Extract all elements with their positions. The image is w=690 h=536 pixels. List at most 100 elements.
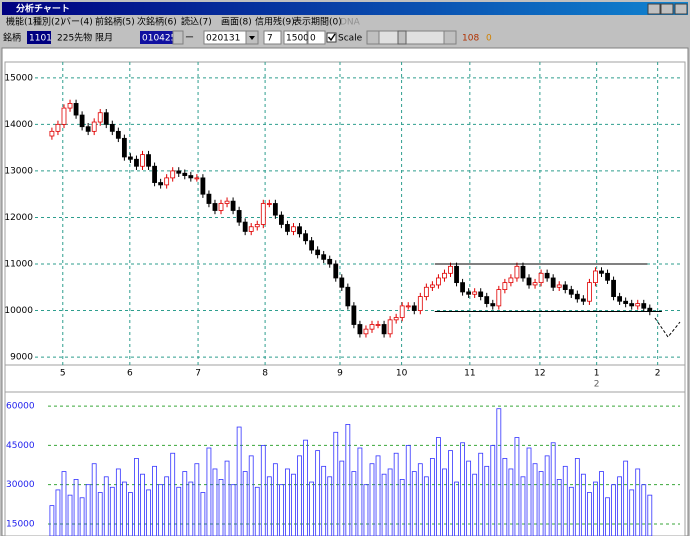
field1-box[interactable] [263,30,282,45]
candle-body [248,226,254,232]
candle-body [514,265,520,279]
menu-item[interactable]: 種別(2) [33,17,64,28]
candle-body [303,233,308,242]
from-field[interactable] [140,31,173,44]
slider[interactable] [366,30,457,45]
x-tick-label: 6 [127,369,133,379]
candle-body [611,279,616,297]
close-button[interactable] [674,3,688,15]
candle-body [460,282,465,293]
scale-checkbox[interactable] [326,32,337,43]
menu-item[interactable]: 信用残(9) [255,16,295,28]
menu-item[interactable]: 表示期間(0) [293,16,342,28]
candle-body [490,303,496,307]
volume-bar [182,471,188,536]
field3-box[interactable] [307,30,326,45]
x-tick-label: 2 [655,369,661,379]
slider-thumb[interactable] [397,30,407,45]
volume-bar [544,455,550,536]
candle-body [580,298,586,302]
volume-bar [623,460,629,536]
volume-bar [152,465,157,536]
window-title: 分析チャート [16,3,70,15]
candle-body [236,210,242,223]
candle-body [436,277,441,286]
candle-body [103,112,109,125]
candle-body [212,203,218,211]
volume-bar [315,450,321,536]
x-tick-label: 10 [396,369,408,379]
candle-body [605,272,610,281]
menu-item[interactable]: DNA [340,18,361,28]
maximize-button[interactable] [660,3,674,15]
candle-body [285,224,290,232]
candle-body [532,282,538,286]
volume-bar [242,471,248,536]
candle-body [405,305,411,308]
candle-body [242,221,248,232]
instrument-name: 225先物 限月 [57,32,113,44]
candle-body [170,170,176,179]
candle-body [230,200,236,211]
menu-item[interactable]: 次銘柄(6) [137,16,177,28]
date-dash: ー [185,34,194,44]
candle-body [635,303,641,307]
volume-bar [321,465,327,536]
spinner[interactable] [172,30,184,45]
volume-bar [508,468,514,536]
volume-bar [466,460,472,536]
candle-body [411,305,417,311]
volume-bar [339,460,345,536]
candle-body [574,293,580,300]
y-tick-label: 12000 [4,213,33,223]
y-tick-label: 13000 [4,166,33,176]
to-date: 020131 [206,34,240,44]
volume-panel [4,391,686,536]
volume-bar [393,452,399,536]
candle-body [67,103,73,109]
candle-body [272,203,278,216]
candle-body [182,172,188,176]
menu-item[interactable]: 機能(1) [6,16,37,28]
volume-bar [580,473,586,536]
menu-item[interactable]: 読込(7) [181,16,212,28]
candle-body [164,177,170,186]
volume-bar [248,455,254,536]
field2-box[interactable] [283,30,308,45]
minimize-button[interactable] [647,3,661,15]
x-tick-label: 5 [60,369,66,379]
menu-item[interactable]: 画面(8) [221,17,252,28]
title-bar [2,2,688,15]
candle-body [55,123,61,132]
volume-bar [224,460,230,536]
x-tick-label: 1 [594,369,600,379]
candle-body [423,286,429,297]
volume-bar [460,442,465,536]
candle-body [466,291,472,295]
candle-body [97,112,103,123]
volume-bar [115,468,121,536]
slider-right[interactable] [443,30,457,45]
slider-left[interactable] [366,30,380,45]
candle-body [158,182,164,186]
candle-body [550,277,556,288]
menu-item[interactable]: バー(4) [62,17,93,28]
volume-bar [448,450,453,536]
volume-bar [91,463,97,536]
candle-body [454,265,459,284]
projection-line [654,317,681,338]
candle-body [291,226,296,232]
candle-body [79,114,85,128]
candle-body [442,272,447,279]
volume-bar [490,444,496,536]
volume-bar [285,468,290,536]
code-box[interactable] [27,31,51,44]
candle-body [538,272,544,284]
toolbar: 銘柄 1101 225先物 限月 010425 ー 020131 7 1500 … [3,30,492,45]
y-tick-label: 11000 [4,260,33,270]
candle-body [315,249,321,256]
menu-item[interactable]: 前銘柄(5) [95,16,135,28]
volume-bar [260,444,266,536]
menu-bar: 機能(1)種別(2)バー(4) 前銘柄(5) 次銘柄(6) 読込(7) 画面(8) 信用残… [6,16,361,28]
